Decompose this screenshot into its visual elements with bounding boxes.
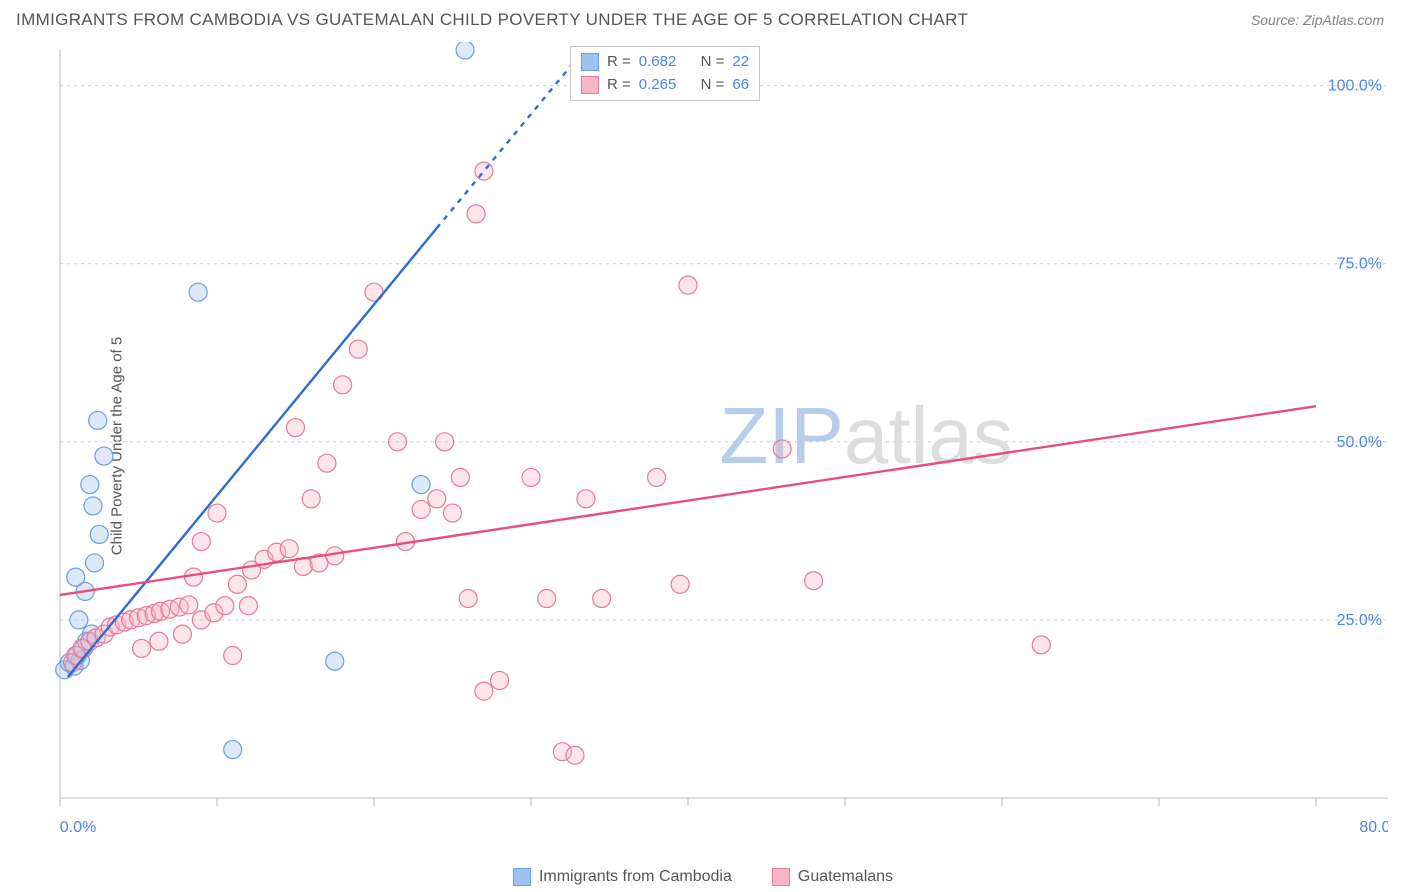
- point-cambodia: [67, 568, 85, 586]
- legend-n-key: N =: [701, 51, 725, 74]
- point-cambodia: [456, 42, 474, 59]
- point-cambodia: [326, 652, 344, 670]
- chart-title: IMMIGRANTS FROM CAMBODIA VS GUATEMALAN C…: [16, 10, 968, 30]
- x-legend-item: Guatemalans: [772, 868, 893, 886]
- point-guatemala: [459, 590, 477, 608]
- point-guatemala: [208, 504, 226, 522]
- point-guatemala: [184, 568, 202, 586]
- point-guatemala: [173, 625, 191, 643]
- point-guatemala: [805, 572, 823, 590]
- legend-swatch: [513, 868, 531, 886]
- scatter-plot: 25.0% 50.0% 75.0% 100.0% 0.0% 80.0% ZIPatlas: [48, 42, 1388, 842]
- point-cambodia: [95, 447, 113, 465]
- x-origin-label: 0.0%: [60, 819, 96, 836]
- point-guatemala: [679, 276, 697, 294]
- point-guatemala: [412, 500, 430, 518]
- point-guatemala: [239, 597, 257, 615]
- point-guatemala: [773, 440, 791, 458]
- x-end-label: 80.0%: [1359, 819, 1388, 836]
- point-cambodia: [224, 741, 242, 759]
- x-legend-label: Guatemalans: [798, 868, 893, 886]
- point-guatemala: [566, 746, 584, 764]
- point-guatemala: [648, 468, 666, 486]
- point-cambodia: [70, 611, 88, 629]
- point-guatemala: [228, 575, 246, 593]
- source-label: Source: ZipAtlas.com: [1251, 12, 1384, 28]
- point-guatemala: [349, 340, 367, 358]
- legend-swatch: [581, 76, 599, 94]
- point-guatemala: [428, 490, 446, 508]
- x-legend-item: Immigrants from Cambodia: [513, 868, 732, 886]
- y-tick-label: 75.0%: [1337, 256, 1382, 273]
- point-guatemala: [180, 596, 198, 614]
- point-guatemala: [1032, 636, 1050, 654]
- legend-row: R = 0.682 N = 22: [581, 51, 749, 74]
- point-cambodia: [86, 554, 104, 572]
- point-guatemala: [150, 632, 168, 650]
- point-guatemala: [491, 671, 509, 689]
- point-guatemala: [216, 597, 234, 615]
- trend-guatemala: [60, 406, 1316, 595]
- point-guatemala: [436, 433, 454, 451]
- legend-n-value: 22: [732, 51, 749, 74]
- point-guatemala: [224, 647, 242, 665]
- trend-cambodia-dashed: [437, 57, 578, 228]
- point-guatemala: [302, 490, 320, 508]
- correlation-legend: R = 0.682 N = 22 R = 0.265 N = 66: [570, 46, 760, 101]
- point-guatemala: [577, 490, 595, 508]
- x-legend-label: Immigrants from Cambodia: [539, 868, 732, 886]
- point-guatemala: [451, 468, 469, 486]
- point-guatemala: [318, 454, 336, 472]
- point-guatemala: [538, 590, 556, 608]
- y-tick-label: 100.0%: [1328, 78, 1382, 95]
- point-guatemala: [593, 590, 611, 608]
- point-guatemala: [334, 376, 352, 394]
- legend-r-key: R =: [607, 74, 631, 97]
- point-guatemala: [287, 419, 305, 437]
- point-guatemala: [522, 468, 540, 486]
- y-tick-label: 50.0%: [1337, 434, 1382, 451]
- legend-swatch: [581, 53, 599, 71]
- legend-n-value: 66: [732, 74, 749, 97]
- point-cambodia: [189, 283, 207, 301]
- point-guatemala: [475, 682, 493, 700]
- point-guatemala: [280, 540, 298, 558]
- point-guatemala: [444, 504, 462, 522]
- point-cambodia: [84, 497, 102, 515]
- point-cambodia: [412, 476, 430, 494]
- point-guatemala: [389, 433, 407, 451]
- legend-n-key: N =: [701, 74, 725, 97]
- point-guatemala: [671, 575, 689, 593]
- point-guatemala: [467, 205, 485, 223]
- point-guatemala: [133, 639, 151, 657]
- legend-r-value: 0.682: [639, 51, 677, 74]
- point-guatemala: [475, 162, 493, 180]
- watermark: ZIPatlas: [719, 391, 1012, 480]
- point-cambodia: [90, 525, 108, 543]
- y-tick-label: 25.0%: [1337, 612, 1382, 629]
- legend-r-key: R =: [607, 51, 631, 74]
- legend-swatch: [772, 868, 790, 886]
- point-cambodia: [81, 476, 99, 494]
- legend-row: R = 0.265 N = 66: [581, 74, 749, 97]
- x-axis-legend: Immigrants from Cambodia Guatemalans: [513, 868, 893, 886]
- legend-r-value: 0.265: [639, 74, 677, 97]
- point-cambodia: [89, 411, 107, 429]
- point-guatemala: [192, 533, 210, 551]
